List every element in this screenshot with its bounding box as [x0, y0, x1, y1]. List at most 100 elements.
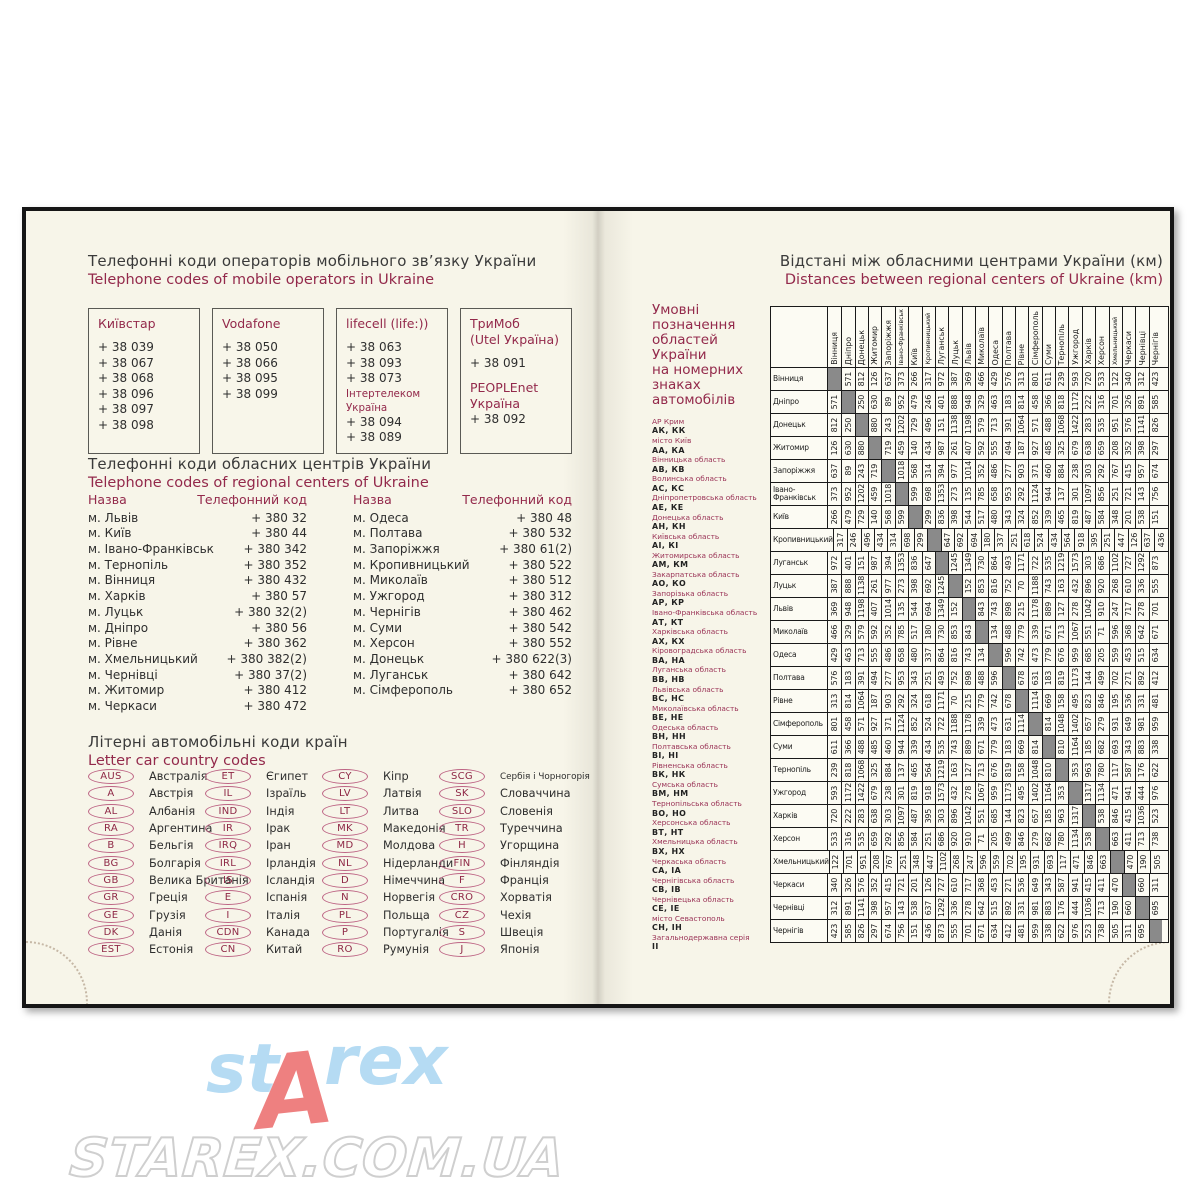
matrix-distance-cell: 637	[881, 368, 894, 390]
distance-value: 222	[1084, 394, 1093, 410]
matrix-distance-cell: 944	[1041, 483, 1055, 505]
matrix-distance-cell: 659	[868, 828, 881, 850]
region-legend-item: Львівська область ВС, НС	[652, 685, 770, 704]
country-code-badge: CY	[322, 769, 368, 785]
matrix-distance-cell: 369	[828, 598, 841, 620]
column-city-label: Вінниця	[829, 332, 839, 365]
column-city-label: Чернівці	[1137, 330, 1147, 365]
operator-name: Інтертелеком Україна	[346, 387, 421, 414]
matrix-distance-cell: 279	[1095, 713, 1108, 735]
matrix-distance-cell: 222	[841, 805, 854, 827]
matrix-distance-cell: 494	[1001, 437, 1015, 459]
region-legend-item: Донецька область АН, КН	[652, 513, 770, 532]
matrix-distance-cell: 584	[1095, 506, 1108, 528]
matrix-distance-cell: 208	[869, 851, 883, 873]
distance-value: 593	[829, 785, 839, 801]
distance-value: 593	[1070, 371, 1080, 387]
distance-value: 352	[883, 624, 893, 640]
matrix-distance-cell: 610	[1121, 575, 1135, 597]
distance-value: 343	[910, 670, 920, 686]
matrix-distance-cell: 325	[868, 759, 881, 781]
region-legend-item: Вінницька область АВ, КВ	[652, 455, 770, 474]
matrix-distance-cell: 1573	[934, 782, 948, 804]
distance-value: 205	[990, 831, 1000, 847]
matrix-distance-cell: 538	[1095, 805, 1108, 827]
region-legend-item: Київська область АІ, КІ	[652, 532, 770, 551]
distance-value: 395	[923, 808, 933, 824]
matrix-distance-cell: 657	[1028, 805, 1041, 827]
city-phone-code: + 380 48	[516, 510, 572, 525]
region-name: Дніпропетровська область	[652, 493, 757, 503]
distance-value: 873	[1150, 555, 1160, 571]
distance-value: 1097	[1084, 484, 1093, 504]
distance-value: 279	[1097, 716, 1107, 732]
distance-value: 576	[856, 877, 866, 893]
distance-value: 1134	[1070, 829, 1080, 849]
matrix-distance-cell: 686	[1095, 552, 1108, 574]
matrix-distance-cell: 535	[1041, 552, 1055, 574]
distance-value: 517	[977, 509, 987, 525]
matrix-distance-cell: 846	[1015, 828, 1028, 850]
matrix-distance-cell: 671	[974, 736, 988, 758]
operator-name: lifecell (life:))	[346, 316, 429, 331]
distance-value: 348	[912, 854, 922, 870]
matrix-distance-cell: 343	[1121, 736, 1135, 758]
matrix-distance-cell: 889	[1041, 598, 1055, 620]
distance-value: 126	[829, 440, 839, 456]
distance-value: 423	[829, 923, 839, 939]
distance-value: 727	[937, 877, 947, 893]
matrix-distance-cell: 487	[908, 805, 921, 827]
distance-value: 407	[963, 440, 973, 456]
matrix-distance-cell: 458	[841, 713, 854, 735]
distance-value: 1349	[963, 553, 973, 573]
matrix-distance-cell: 215	[1015, 598, 1028, 620]
matrix-distance-cell: 180	[921, 621, 935, 643]
matrix-distance-cell: 496	[921, 414, 935, 436]
country-code-badge: J	[439, 942, 485, 958]
distance-value: 1042	[963, 806, 973, 826]
distance-value: 727	[1124, 555, 1134, 571]
distance-value: 337	[923, 647, 933, 663]
logo-text: st	[206, 1030, 279, 1109]
distance-value: 717	[1124, 601, 1134, 617]
matrix-distance-cell: 719	[881, 437, 894, 459]
matrix-distance-cell: 952	[894, 391, 908, 413]
region-plate-codes: АЕ, КЕ	[652, 502, 684, 512]
distance-value: 481	[1017, 923, 1027, 939]
distance-value: 826	[856, 923, 866, 939]
distance-value: 702	[1005, 854, 1015, 870]
matrix-distance-cell: 856	[1095, 483, 1108, 505]
distance-value: 1178	[963, 714, 973, 734]
column-city-label: Суми	[1044, 343, 1054, 365]
matrix-distance-cell: 273	[894, 575, 908, 597]
matrix-distance-cell: 279	[1028, 828, 1041, 850]
matrix-distance-cell: 674	[881, 920, 894, 942]
matrix-distance-cell: 649	[1028, 874, 1041, 896]
matrix-distance-cell: 692	[954, 529, 967, 551]
matrix-distance-cell: 1292	[1135, 552, 1148, 574]
city-phone-code: + 380 352	[243, 557, 308, 572]
distance-value: 819	[1057, 670, 1067, 686]
distance-value: 536	[1124, 693, 1134, 709]
country-code-badge: LV	[322, 786, 368, 802]
distance-value: 584	[1097, 509, 1107, 525]
matrix-distance-cell: 1173	[1068, 667, 1081, 689]
region-legend-item: Чернівецька область СЕ, ІЕ	[652, 895, 770, 914]
matrix-distance-cell: 698	[921, 483, 935, 505]
matrix-distance-cell: 465	[1055, 506, 1068, 528]
matrix-distance-cell: 353	[1055, 782, 1068, 804]
distance-value: 251	[923, 831, 933, 847]
matrix-distance-cell: 243	[854, 460, 868, 482]
phone-code-row: м. Суми + 380 542	[353, 621, 572, 637]
matrix-distance-cell: 326	[841, 874, 854, 896]
column-city-label: Черкаси	[1124, 331, 1134, 365]
matrix-distance-cell: 278	[961, 897, 975, 919]
distance-value: 201	[1124, 509, 1134, 525]
operator-code: + 38 066	[222, 355, 278, 370]
distance-value: 122	[831, 854, 841, 870]
matrix-distance-cell: 852	[908, 713, 921, 735]
distance-value: 896	[1084, 578, 1093, 594]
matrix-diagonal-cell	[1081, 805, 1096, 827]
matrix-distance-cell: 576	[828, 667, 841, 689]
distance-value: 391	[856, 670, 866, 686]
